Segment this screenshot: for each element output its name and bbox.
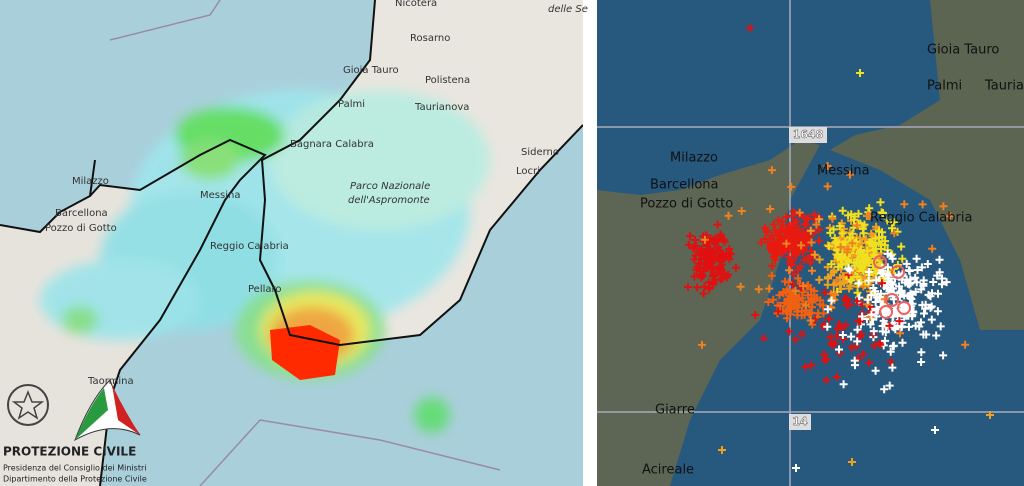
- coastline-calabria: [258, 0, 583, 347]
- lightning-strikes: [684, 24, 994, 472]
- place-label: Barcellona: [55, 208, 108, 219]
- logo-line: Presidenza del Consiglio dei Ministri: [3, 464, 147, 473]
- place-label: Palmi: [927, 79, 962, 94]
- place-label: Polistena: [425, 75, 470, 86]
- place-label: Giarre: [655, 403, 695, 418]
- labels: Nicotera Rosarno Gioia Tauro Polistena Palmi…: [3, 0, 1024, 484]
- place-label: Pellaro: [248, 284, 282, 295]
- grid-label: 14: [792, 415, 808, 428]
- place-label: Gioia Tauro: [927, 43, 999, 58]
- logo-title: PROTEZIONE CIVILE: [3, 445, 136, 459]
- place-label: Taurianova: [414, 102, 469, 113]
- place-label: Gioia Tauro: [343, 65, 399, 76]
- place-label: Messina: [200, 190, 240, 201]
- place-label: Nicotera: [395, 0, 437, 9]
- park-label: Parco Nazionale: [350, 181, 430, 192]
- strike: [746, 24, 754, 32]
- strike-cluster: [825, 198, 907, 298]
- place-label: delle Se: [548, 4, 588, 15]
- place-label: Reggio Calabria: [210, 241, 289, 252]
- place-label: Pozzo di Gotto: [640, 197, 733, 212]
- place-label: Milazzo: [670, 151, 718, 166]
- strike: [931, 426, 939, 434]
- place-label: Reggio Calabria: [870, 211, 972, 226]
- lightning-panel: [597, 0, 1024, 486]
- strike-ring: [897, 301, 911, 315]
- strike: [718, 446, 726, 454]
- place-label: Milazzo: [72, 176, 109, 187]
- place-label: Tauriar: [984, 79, 1024, 94]
- place-label: Locri: [516, 166, 540, 177]
- place-label: Rosarno: [410, 33, 450, 44]
- strike-cluster: [684, 220, 740, 298]
- grid-label: 1648: [793, 128, 824, 141]
- strike-ring: [885, 293, 899, 307]
- logo-line: Dipartimento della Protezione Civile: [3, 475, 147, 484]
- strike-ring: [873, 255, 887, 269]
- place-label: Bagnara Calabra: [290, 139, 374, 150]
- grid-label-box: [789, 127, 827, 143]
- place-label: Barcellona: [650, 178, 718, 193]
- place-label: Palmi: [338, 99, 365, 110]
- logo: [7, 379, 141, 442]
- strike: [848, 458, 856, 466]
- radar-core: [270, 325, 340, 380]
- park-label: dell'Aspromonte: [348, 195, 430, 206]
- strike: [986, 411, 994, 419]
- place-label: Taormina: [87, 376, 134, 387]
- coastline-sicily: [0, 138, 267, 486]
- radar-panel: [0, 0, 583, 486]
- strike-ring: [891, 265, 905, 279]
- place-label: Acireale: [642, 463, 694, 478]
- grid-label-box: [789, 414, 811, 430]
- place-label: Messina: [817, 164, 870, 179]
- boundary: [109, 0, 501, 486]
- strike-cluster: [757, 207, 824, 279]
- strike-ring: [879, 305, 893, 319]
- strike: [792, 464, 800, 472]
- strike: [856, 69, 864, 77]
- place-label: Siderno: [521, 147, 559, 158]
- land-calabria: [830, 0, 1024, 330]
- place-label: Pozzo di Gotto: [45, 223, 117, 234]
